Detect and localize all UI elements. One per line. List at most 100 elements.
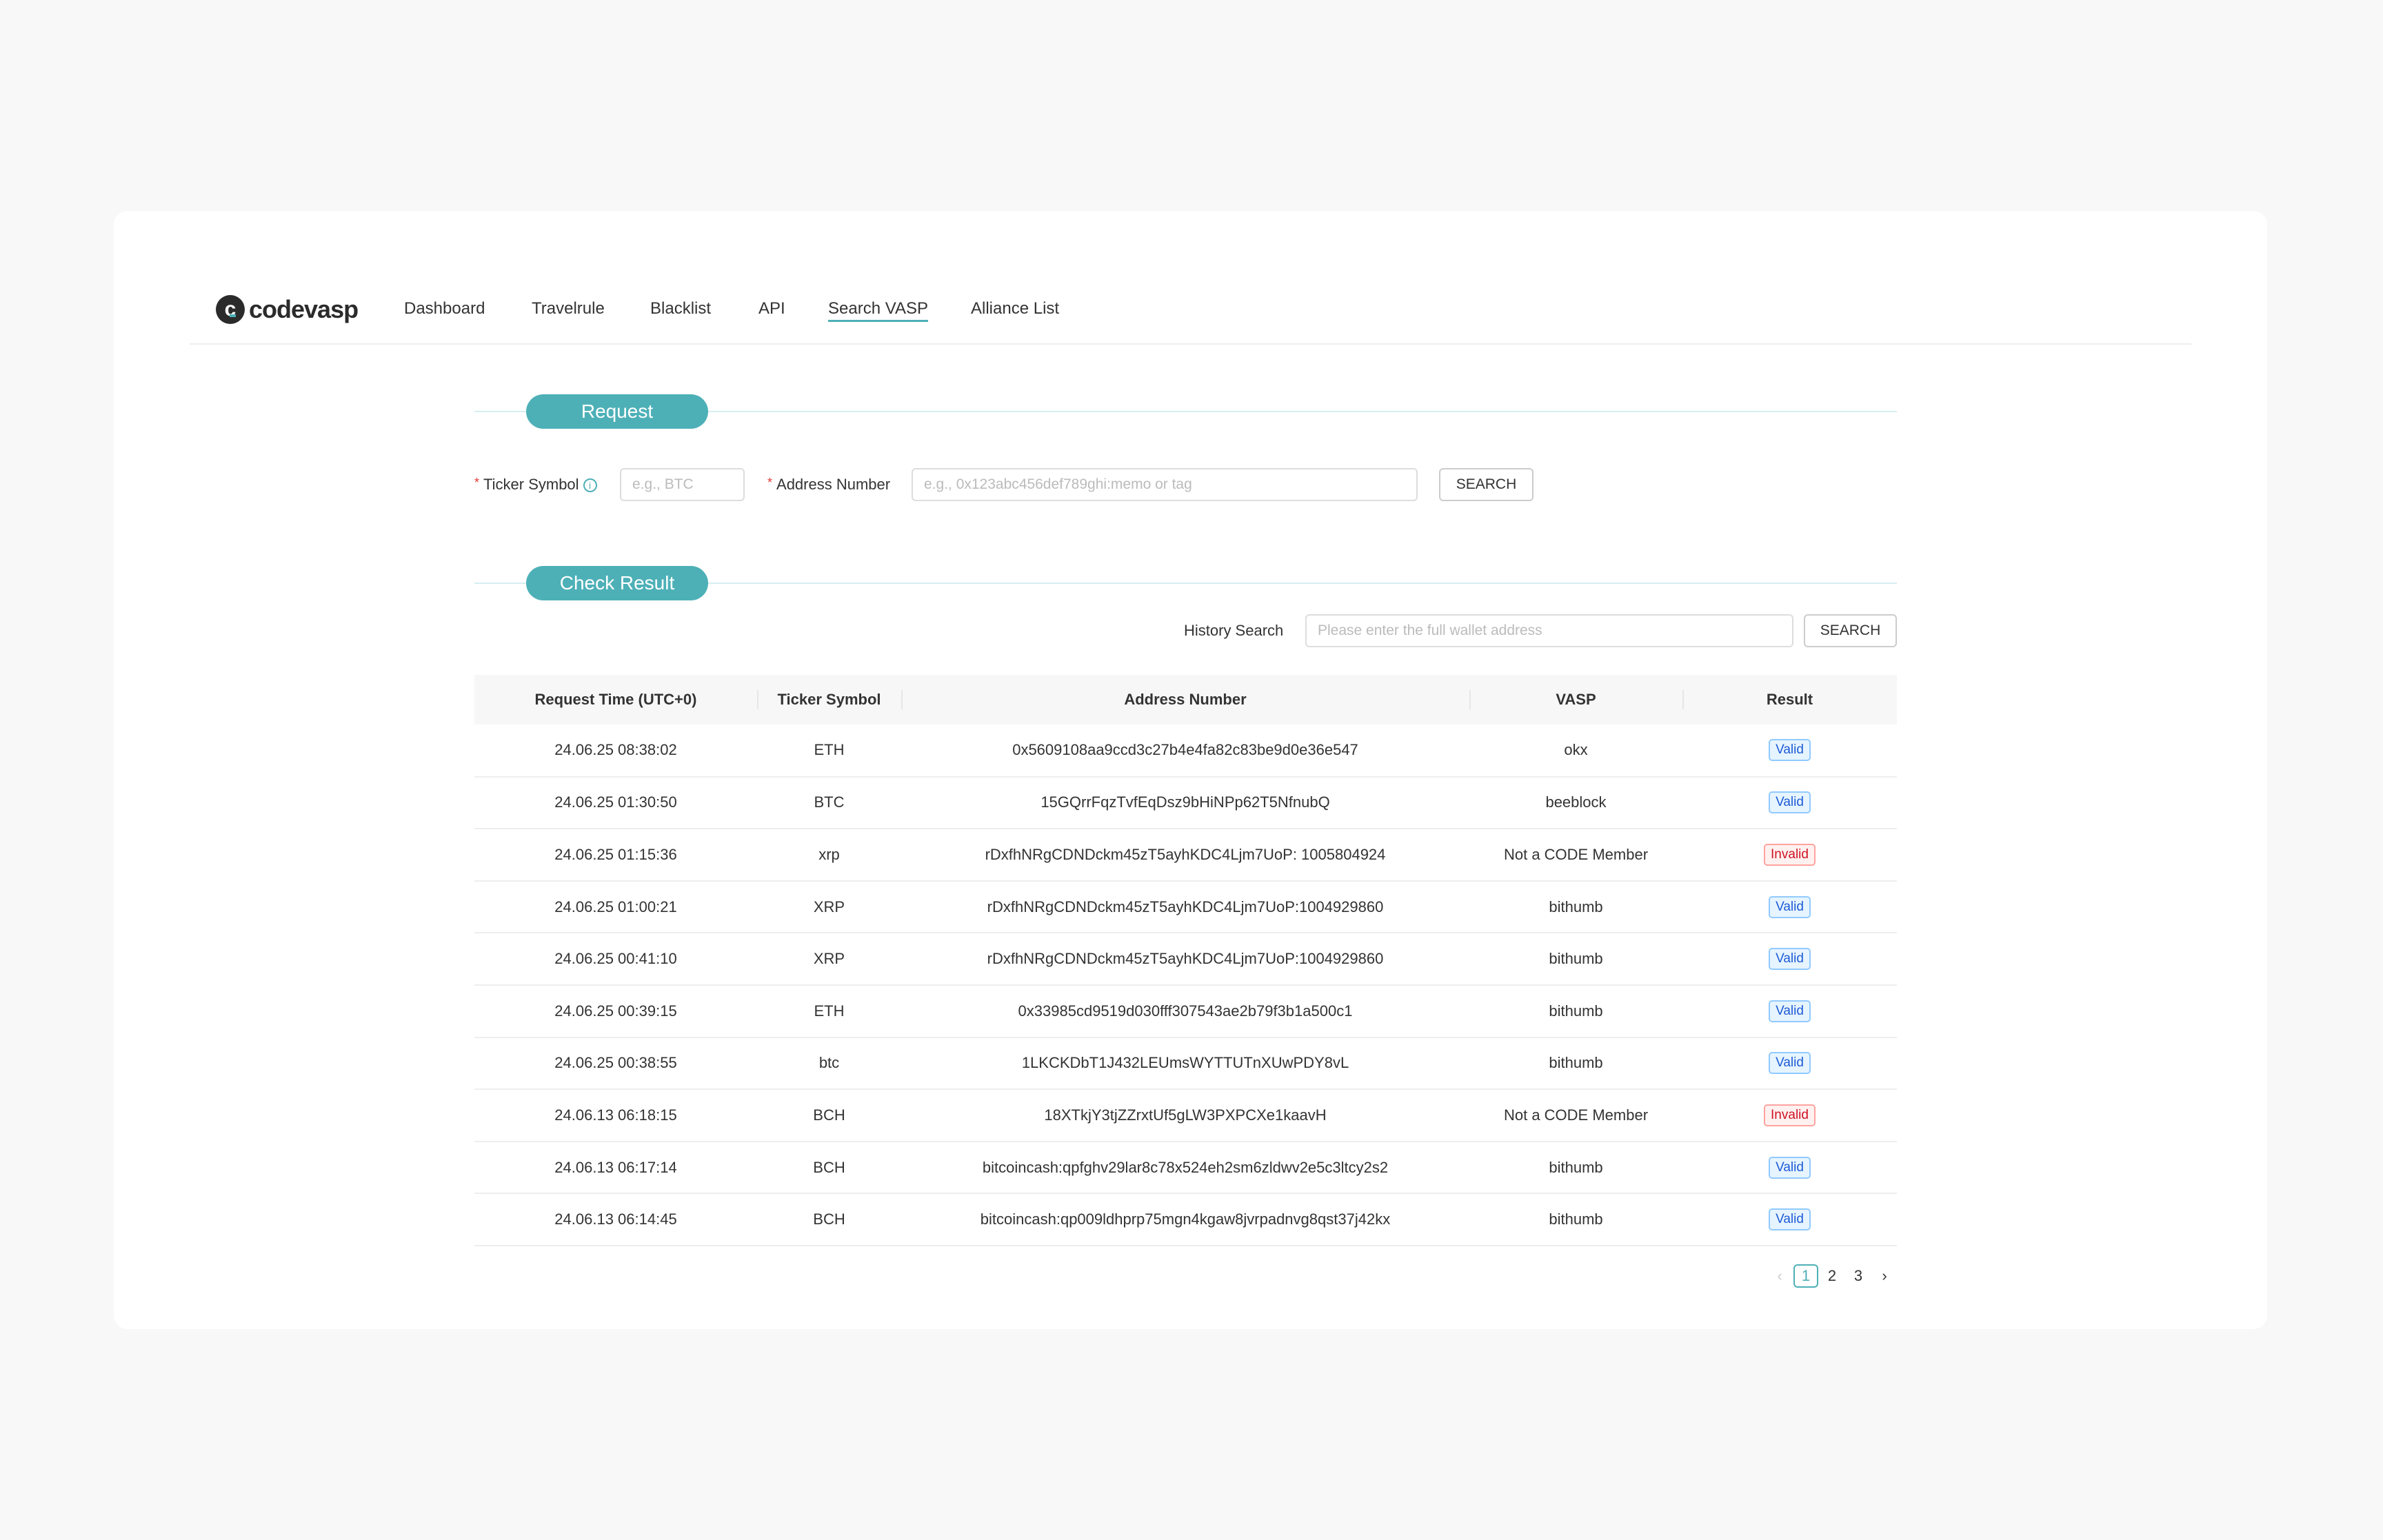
result-cell: Valid bbox=[1682, 880, 1897, 934]
table-row: 24.06.25 01:00:21 XRP rDxfhNRgCDNDckm45zT5… bbox=[474, 880, 1897, 934]
column-header: Ticker Symbol bbox=[757, 675, 901, 725]
nav-dashboard[interactable]: Dashboard bbox=[404, 299, 485, 318]
result-cell: Valid bbox=[1682, 776, 1897, 830]
history-search-label: History Search bbox=[1184, 622, 1284, 639]
result-cell: Valid bbox=[1682, 1193, 1897, 1246]
vasp-cell: beeblock bbox=[1469, 776, 1682, 830]
table-row: 24.06.25 00:38:55 btc 1LKCKDbT1J432LEUmsWY… bbox=[474, 1037, 1897, 1091]
status-badge: Valid bbox=[1769, 948, 1811, 971]
address-number-cell: rDxfhNRgCDNDckm45zT5ayhKDC4Ljm7UoP:10049… bbox=[901, 880, 1469, 934]
page-3[interactable]: 3 bbox=[1853, 1267, 1863, 1284]
ticker-symbol-label: * Ticker Symbol i bbox=[474, 476, 597, 494]
status-badge: Valid bbox=[1769, 1000, 1811, 1022]
result-cell: Valid bbox=[1682, 1037, 1897, 1091]
address-number-cell: bitcoincash:qpfghv29lar8c78x524eh2sm6zld… bbox=[901, 1141, 1469, 1195]
history-search-button[interactable]: SEARCH bbox=[1804, 614, 1897, 647]
request-section-title: Request bbox=[526, 394, 708, 429]
nav-divider bbox=[190, 343, 2191, 345]
vasp-cell: Not a CODE Member bbox=[1469, 829, 1682, 882]
request-time-cell: 24.06.13 06:18:15 bbox=[474, 1089, 757, 1142]
next-page-button[interactable]: › bbox=[1882, 1267, 1887, 1284]
page-2[interactable]: 2 bbox=[1827, 1267, 1837, 1284]
status-badge: Valid bbox=[1769, 1156, 1811, 1179]
column-header: Request Time (UTC+0) bbox=[474, 675, 757, 725]
page-1[interactable]: 1 bbox=[1793, 1264, 1818, 1288]
ticker-symbol-cell: BCH bbox=[757, 1141, 901, 1195]
required-mark: * bbox=[767, 476, 773, 489]
request-time-cell: 24.06.25 01:00:21 bbox=[474, 880, 757, 934]
request-time-cell: 24.06.13 06:17:14 bbox=[474, 1141, 757, 1195]
address-label-text: Address Number bbox=[776, 476, 891, 493]
logo[interactable]: c codevasp bbox=[216, 295, 359, 324]
nav-alliance-list[interactable]: Alliance List bbox=[971, 299, 1060, 318]
status-badge: Valid bbox=[1769, 895, 1811, 918]
result-cell: Valid bbox=[1682, 933, 1897, 986]
result-cell: Valid bbox=[1682, 984, 1897, 1038]
vasp-cell: bithumb bbox=[1469, 1037, 1682, 1091]
request-time-cell: 24.06.13 06:14:45 bbox=[474, 1193, 757, 1246]
check-result-title: Check Result bbox=[526, 566, 708, 600]
vasp-cell: bithumb bbox=[1469, 984, 1682, 1038]
table-row: 24.06.25 00:39:15 ETH 0x33985cd9519d030fff… bbox=[474, 984, 1897, 1038]
prev-page-button[interactable]: ‹ bbox=[1777, 1267, 1782, 1284]
status-badge: Valid bbox=[1769, 1208, 1811, 1231]
required-mark: * bbox=[474, 476, 480, 489]
table-row: 24.06.13 06:17:14 BCH bitcoincash:qpfghv29… bbox=[474, 1141, 1897, 1195]
result-divider bbox=[474, 582, 1897, 584]
address-number-cell: 1LKCKDbT1J432LEUmsWYTTUTnXUwPDY8vL bbox=[901, 1037, 1469, 1091]
request-time-cell: 24.06.25 00:41:10 bbox=[474, 933, 757, 986]
table-row: 24.06.25 01:15:36 xrp rDxfhNRgCDNDckm45zT5… bbox=[474, 829, 1897, 882]
vasp-cell: okx bbox=[1469, 725, 1682, 778]
status-badge: Invalid bbox=[1764, 1104, 1816, 1126]
history-search-input[interactable]: Please enter the full wallet address bbox=[1305, 614, 1793, 647]
address-number-input[interactable]: e.g., 0x123abc456def789ghi:memo or tag bbox=[912, 468, 1418, 501]
result-cell: Invalid bbox=[1682, 829, 1897, 882]
column-header: Address Number bbox=[901, 675, 1469, 725]
result-cell: Valid bbox=[1682, 725, 1897, 778]
ticker-symbol-cell: XRP bbox=[757, 880, 901, 934]
request-divider bbox=[474, 411, 1897, 412]
ticker-symbol-cell: XRP bbox=[757, 933, 901, 986]
column-header: Result bbox=[1682, 675, 1897, 725]
nav-blacklist[interactable]: Blacklist bbox=[650, 299, 712, 318]
address-number-label: * Address Number bbox=[767, 476, 890, 494]
address-number-cell: 18XTkjY3tjZZrxtUf5gLW3PXPCXe1kaavH bbox=[901, 1089, 1469, 1142]
ticker-symbol-input[interactable]: e.g., BTC bbox=[620, 468, 745, 501]
nav-travelrule[interactable]: Travelrule bbox=[532, 299, 605, 318]
ticker-symbol-cell: xrp bbox=[757, 829, 901, 882]
pagination: ‹ 1 2 3 › bbox=[1767, 1264, 1898, 1288]
vasp-cell: Not a CODE Member bbox=[1469, 1089, 1682, 1142]
logo-text: codevasp bbox=[249, 295, 359, 323]
table-row: 24.06.25 01:30:50 BTC 15GQrrFqzTvfEqDsz9bH… bbox=[474, 776, 1897, 830]
result-cell: Invalid bbox=[1682, 1089, 1897, 1142]
request-search-button[interactable]: SEARCH bbox=[1439, 468, 1534, 501]
ticker-symbol-cell: BTC bbox=[757, 776, 901, 830]
request-time-cell: 24.06.25 00:39:15 bbox=[474, 984, 757, 1038]
ticker-symbol-cell: ETH bbox=[757, 984, 901, 1038]
status-badge: Valid bbox=[1769, 1052, 1811, 1075]
logo-icon: c bbox=[216, 295, 245, 324]
address-number-cell: 15GQrrFqzTvfEqDsz9bHiNPp62T5NfnubQ bbox=[901, 776, 1469, 830]
result-cell: Valid bbox=[1682, 1141, 1897, 1195]
info-icon[interactable]: i bbox=[583, 478, 597, 493]
address-number-cell: bitcoincash:qp009ldhprp75mgn4kgaw8jvrpad… bbox=[901, 1193, 1469, 1246]
ticker-symbol-cell: ETH bbox=[757, 725, 901, 778]
vasp-cell: bithumb bbox=[1469, 1193, 1682, 1246]
ticker-symbol-cell: btc bbox=[757, 1037, 901, 1091]
vasp-cell: bithumb bbox=[1469, 1141, 1682, 1195]
address-number-cell: 0x33985cd9519d030fff307543ae2b79f3b1a500… bbox=[901, 984, 1469, 1038]
ticker-symbol-cell: BCH bbox=[757, 1193, 901, 1246]
nav-api[interactable]: API bbox=[758, 299, 785, 318]
ticker-label-text: Ticker Symbol bbox=[483, 476, 579, 493]
status-badge: Invalid bbox=[1764, 843, 1816, 866]
status-badge: Valid bbox=[1769, 739, 1811, 762]
request-time-cell: 24.06.25 01:30:50 bbox=[474, 776, 757, 830]
request-time-cell: 24.06.25 01:15:36 bbox=[474, 829, 757, 882]
results-table: Request Time (UTC+0) Ticker Symbol Address… bbox=[474, 675, 1897, 1246]
column-header: VASP bbox=[1469, 675, 1682, 725]
nav-search-vasp[interactable]: Search VASP bbox=[828, 299, 928, 322]
table-row: 24.06.25 08:38:02 ETH 0x5609108aa9ccd3c27b… bbox=[474, 725, 1897, 778]
table-row: 24.06.13 06:18:15 BCH 18XTkjY3tjZZrxtUf5gL… bbox=[474, 1089, 1897, 1142]
table-row: 24.06.25 00:41:10 XRP rDxfhNRgCDNDckm45zT5… bbox=[474, 933, 1897, 986]
ticker-symbol-cell: BCH bbox=[757, 1089, 901, 1142]
